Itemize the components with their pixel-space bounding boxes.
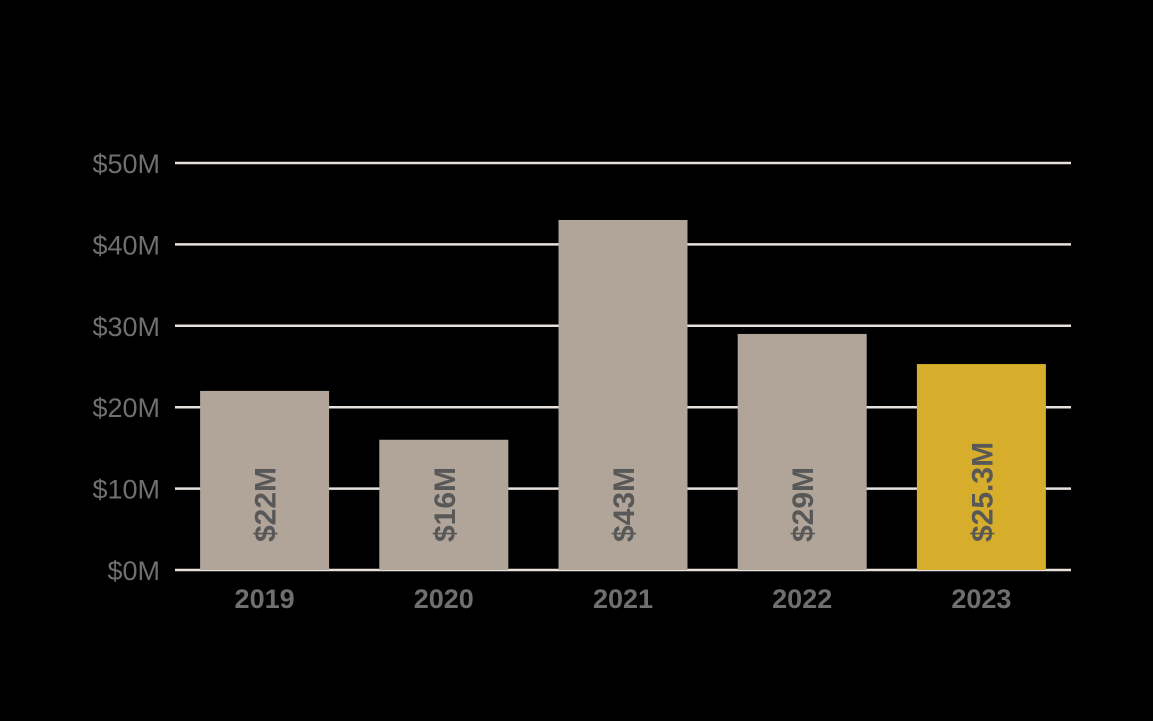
data-label-2020: $16M xyxy=(429,467,462,542)
bar-2020 xyxy=(379,439,509,570)
bars xyxy=(200,219,1046,571)
y-tick-label: $0M xyxy=(107,556,160,586)
data-label-2022: $29M xyxy=(787,467,820,542)
x-tick-label-2019: 2019 xyxy=(235,584,295,614)
x-tick-label-2020: 2020 xyxy=(414,584,474,614)
y-tick-label: $40M xyxy=(92,230,160,260)
x-tick-label-2023: 2023 xyxy=(951,584,1011,614)
data-labels: $22M $16M $43M $29M $25.3M xyxy=(250,442,1000,542)
data-label-2021: $43M xyxy=(608,467,641,542)
bar-2023 xyxy=(916,364,1046,570)
x-tick-label-2022: 2022 xyxy=(772,584,832,614)
bar-2021 xyxy=(558,219,688,571)
y-tick-label: $20M xyxy=(92,393,160,423)
x-axis-ticks: 2019 2020 2021 2022 2023 xyxy=(235,584,1012,614)
data-label-2019: $22M xyxy=(250,467,283,542)
y-axis-ticks: $0M $10M $20M $30M $40M $50M xyxy=(92,149,160,586)
x-tick-label-2021: 2021 xyxy=(593,584,653,614)
y-tick-label: $30M xyxy=(92,312,160,342)
y-tick-label: $50M xyxy=(92,149,160,179)
y-tick-label: $10M xyxy=(92,475,160,505)
bar-2022 xyxy=(737,333,867,570)
bar-2019 xyxy=(200,390,330,570)
data-label-2023: $25.3M xyxy=(966,442,999,542)
